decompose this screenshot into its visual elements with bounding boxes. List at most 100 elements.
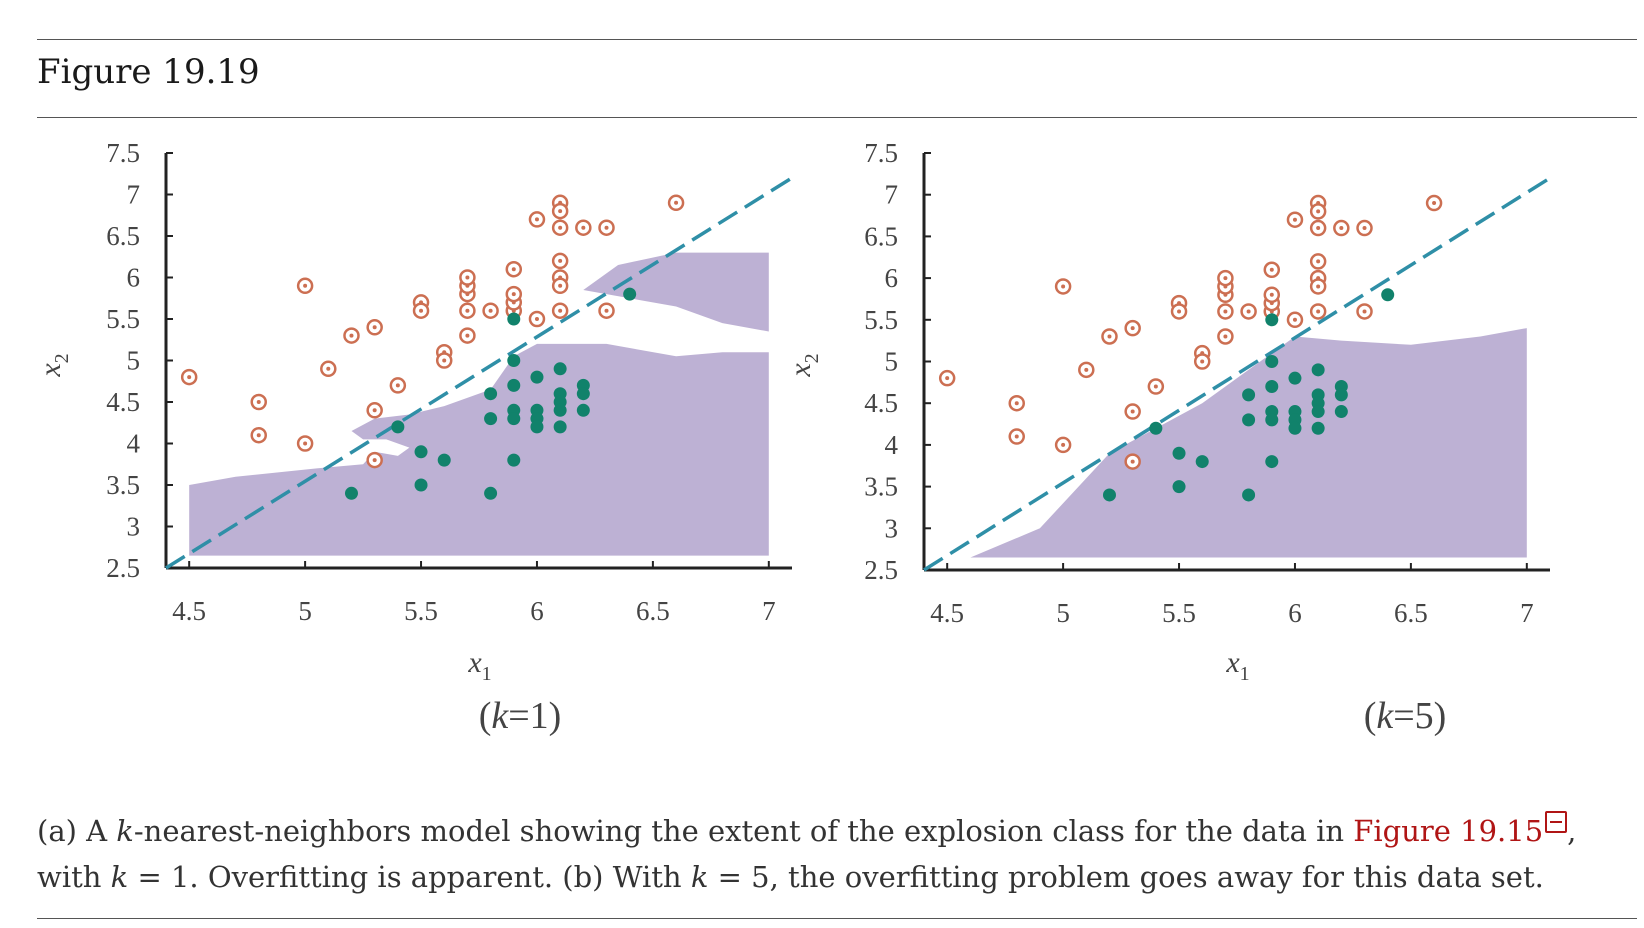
earthquake-point-center	[1084, 367, 1089, 372]
earthquake-point-center	[1362, 309, 1367, 314]
y-tick-label: 7.5	[864, 138, 898, 168]
panel-label-rest: =1)	[508, 695, 561, 737]
earthquake-point-center	[558, 225, 563, 230]
caption-k-1: k	[116, 814, 134, 848]
earthquake-point-center	[187, 375, 192, 380]
earthquake-point-center	[604, 308, 609, 313]
explosion-region	[970, 328, 1527, 558]
earthquake-point-center	[1269, 267, 1274, 272]
y-tick-label: 7	[127, 180, 141, 210]
y-axis-label: x2	[784, 353, 823, 377]
earthquake-point-center	[1316, 309, 1321, 314]
top-rule	[37, 39, 1637, 40]
x-tick-label: 6.5	[1394, 598, 1428, 628]
earthquake-point-center	[1107, 334, 1112, 339]
x-tick-label: 6.5	[636, 596, 670, 626]
figure-title: Figure 19.19	[37, 52, 260, 92]
y-tick-label: 4	[127, 429, 141, 459]
x-tick-label: 4.5	[172, 596, 206, 626]
earthquake-point-center	[256, 400, 261, 404]
x-tick-label: 7	[762, 596, 776, 626]
y-tick-label: 4	[885, 430, 899, 460]
explosion-point	[344, 486, 358, 500]
x-tick-label: 4.5	[930, 598, 964, 628]
bottom-rule	[37, 918, 1637, 919]
y-axis-label-subscript: 2	[801, 353, 823, 363]
x-axis-label: x1	[1225, 646, 1249, 685]
explosion-region	[583, 252, 769, 332]
earthquake-point-center	[1292, 317, 1297, 322]
figure-link[interactable]: Figure 19.15	[1353, 814, 1544, 848]
explosion-point	[1242, 388, 1256, 402]
explosion-point	[623, 287, 637, 301]
x-tick-label: 7	[1520, 598, 1534, 628]
explosion-point	[484, 387, 498, 401]
y-tick-label: 5	[127, 346, 141, 376]
explosion-point	[507, 412, 521, 426]
external-link-icon[interactable]	[1545, 811, 1568, 833]
earthquake-point-center	[1153, 384, 1158, 389]
earthquake-point-center	[1246, 309, 1251, 314]
y-tick-label: 5.5	[106, 304, 140, 334]
earthquake-point-center	[1269, 292, 1274, 297]
earthquake-point-center	[1130, 326, 1135, 331]
explosion-point	[1172, 446, 1186, 460]
y-tick-label: 6	[885, 263, 899, 293]
x-tick-label: 6	[1288, 598, 1302, 628]
caption-text-2: -nearest-neighbors model showing the ext…	[133, 814, 1354, 848]
panel-label-rest: =5)	[1393, 695, 1446, 737]
y-axis-label-subscript: 2	[51, 353, 73, 363]
panel-label-open: (	[479, 695, 492, 737]
earthquake-point-center	[303, 283, 308, 288]
explosion-point	[1334, 388, 1348, 402]
y-tick-label: 4.5	[864, 388, 898, 418]
earthquake-point-center	[326, 366, 331, 371]
earthquake-point-center	[372, 408, 377, 413]
earthquake-point-center	[945, 376, 950, 381]
explosion-point	[553, 403, 567, 417]
earthquake-point-center	[1014, 434, 1019, 439]
y-axis-label: x2	[34, 353, 73, 377]
earthquake-point-center	[465, 275, 470, 280]
y-tick-label: 6	[127, 263, 141, 293]
explosion-point	[1265, 380, 1279, 394]
earthquake-point-center	[1223, 276, 1228, 281]
earthquake-point-center	[1061, 284, 1066, 289]
explosion-point	[507, 312, 521, 326]
earthquake-point-center	[1316, 226, 1321, 231]
explosion-point	[484, 486, 498, 500]
y-tick-label: 7.5	[106, 138, 140, 168]
caption-text-4: with	[37, 860, 111, 894]
earthquake-point-center	[534, 317, 539, 321]
panel-label-k: k	[1376, 695, 1394, 737]
explosion-point	[576, 403, 590, 417]
explosion-point	[1242, 413, 1256, 427]
earthquake-point-center	[558, 258, 563, 263]
explosion-point	[576, 387, 590, 401]
explosion-point	[1311, 363, 1325, 377]
figure-caption: (a) A k-nearest-neighbors model showing …	[37, 808, 1637, 900]
panel-label: (k=5)	[1364, 695, 1447, 737]
y-tick-label: 3	[885, 513, 899, 543]
earthquake-point-center	[1223, 309, 1228, 314]
explosion-point	[507, 453, 521, 467]
earthquake-point-center	[372, 458, 377, 463]
explosion-point	[437, 453, 451, 467]
panel-label-open: (	[1364, 695, 1377, 737]
earthquake-point-center	[534, 217, 539, 222]
caption-text-1: (a) A	[37, 814, 117, 848]
earthquake-point-center	[1339, 226, 1344, 231]
y-tick-label: 6.5	[864, 221, 898, 251]
y-tick-label: 3.5	[106, 470, 140, 500]
explosion-point	[1311, 405, 1325, 419]
earthquake-point-center	[1316, 209, 1321, 214]
explosion-region	[189, 343, 769, 556]
x-tick-label: 6	[530, 596, 544, 626]
figure-charts: 2.5 3 3.5 4 4.5 5 5.5 6 6.5 7 7.5 4.5 5 5.5 6 6.5 7 x1 x2 (…	[34, 138, 1551, 737]
explosion-point	[1242, 488, 1256, 502]
chart-panel-1: 2.5 3 3.5 4 4.5 5 5.5 6 6.5 7 7.5 4.5 5 5.5 6 6.5 7 x1 x2 (…	[34, 138, 793, 737]
y-tick-label: 2.5	[106, 553, 140, 583]
earthquake-point-center	[395, 383, 400, 388]
panel-label: (k=1)	[479, 695, 562, 737]
earthquake-point-center	[581, 225, 586, 230]
